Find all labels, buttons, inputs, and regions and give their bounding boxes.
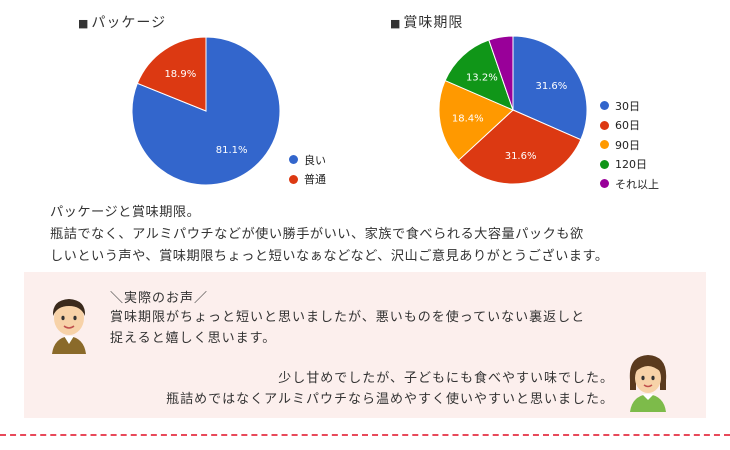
slice-label: 81.1%: [216, 145, 248, 156]
package-chart-title: ■ パッケージ: [78, 12, 166, 32]
package-legend: 良い 普通: [289, 150, 326, 189]
legend-label: 普通: [304, 173, 326, 187]
legend-dot-icon: [600, 101, 609, 111]
legend-item: 60日: [600, 116, 659, 136]
title-square-icon: ■: [390, 17, 402, 30]
summary-line: 瓶詰でなく、アルミパウチなどが使い勝手がいい、家族で食べられる大容量パックも欲: [50, 227, 584, 242]
pie-slice: [512, 35, 588, 141]
man-avatar-icon: [52, 299, 86, 354]
legend-dot-icon: [600, 179, 609, 189]
legend-label: 90日: [615, 138, 640, 152]
pie-slice: [488, 35, 514, 111]
expiry-chart-title: ■ 賞味期限: [390, 12, 463, 32]
slice-label: 18.4%: [452, 114, 484, 125]
legend-label: 60日: [615, 119, 640, 133]
pie-slice: [131, 36, 281, 186]
woman-avatar-icon: [629, 355, 667, 412]
pie-slice: [457, 109, 582, 185]
summary-text: パッケージと賞味期限。 瓶詰でなく、アルミパウチなどが使い勝手がいい、家族で食べ…: [50, 202, 710, 268]
expiry-legend: 30日 60日 90日 120日それ以上: [600, 96, 659, 194]
slice-label: 18.9%: [164, 69, 196, 80]
voices-heading: ＼実際のお声／: [110, 291, 209, 306]
slice-label: 31.6%: [536, 81, 568, 92]
package-pie-chart: 81.1% 18.9%: [131, 36, 281, 186]
summary-line: パッケージと賞味期限。: [50, 205, 201, 220]
dashed-divider: [0, 434, 730, 436]
expiry-chart-title-text: 賞味期限: [403, 15, 464, 31]
legend-item: 普通: [289, 170, 326, 190]
legend-label: それ以上: [615, 177, 659, 191]
customer-voices-box: ＼実際のお声／ 賞味期限がちょっと短いと思いましたが、悪いものを使っていない裏返…: [24, 272, 706, 418]
slice-label: 31.6%: [505, 151, 537, 162]
legend-dot-icon: [600, 120, 609, 130]
legend-label: 30日: [615, 99, 640, 113]
legend-item: 120日: [600, 155, 659, 175]
legend-label: 120日: [615, 158, 647, 172]
legend-item: 90日: [600, 135, 659, 155]
legend-dot-icon: [289, 174, 298, 184]
voice-comment-1: 賞味期限がちょっと短いと思いましたが、悪いものを使っていない裏返しと 捉えると嬉…: [110, 307, 585, 349]
voice-line: 瓶詰めではなくアルミパウチなら温めやすく使いやすいと思いました。: [166, 392, 614, 407]
voice-line: 少し甘めでしたが、子どもにも食べやすい味でした。: [278, 371, 614, 386]
pie-slice: [438, 79, 514, 161]
legend-item: それ以上: [600, 174, 659, 194]
legend-dot-icon: [600, 140, 609, 150]
legend-dot-icon: [289, 155, 298, 165]
title-square-icon: ■: [78, 17, 90, 30]
legend-item: 良い: [289, 150, 326, 170]
summary-line: しいという声や、賞味期限ちょっと短いなぁなどなど、沢山ご意見ありがとうございます…: [50, 249, 609, 264]
legend-dot-icon: [600, 159, 609, 169]
expiry-pie-chart: 31.6% 31.6% 18.4% 13.2%: [438, 35, 588, 185]
package-chart-title-text: パッケージ: [91, 15, 167, 31]
slice-label: 13.2%: [466, 72, 498, 83]
pie-slice: [136, 36, 207, 112]
voice-line: 捉えると嬉しく思います。: [110, 331, 277, 346]
voice-comment-2: 少し甘めでしたが、子どもにも食べやすい味でした。 瓶詰めではなくアルミパウチなら…: [166, 368, 614, 410]
pie-slice: [444, 39, 514, 111]
legend-item: 30日: [600, 96, 659, 116]
voice-line: 賞味期限がちょっと短いと思いましたが、悪いものを使っていない裏返しと: [110, 310, 586, 325]
legend-label: 良い: [304, 153, 326, 167]
